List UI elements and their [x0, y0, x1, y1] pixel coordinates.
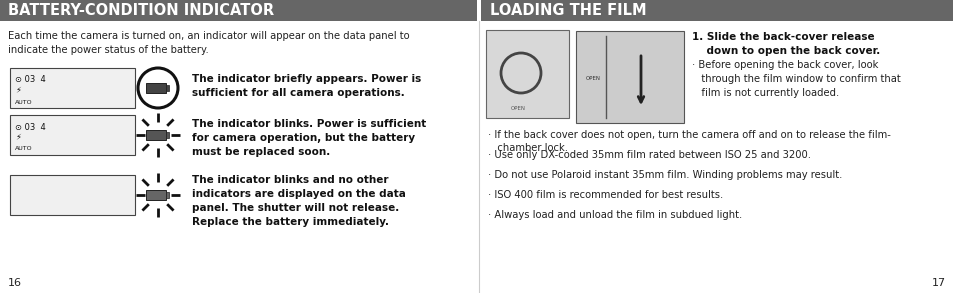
Text: 1. Slide the back-cover release
    down to open the back cover.: 1. Slide the back-cover release down to … [691, 32, 880, 56]
Bar [146, 83, 166, 93]
Bar [166, 132, 169, 138]
Bar [10, 115, 135, 155]
Bar [146, 190, 166, 200]
Text: ⚡: ⚡ [15, 132, 21, 142]
Text: OPEN: OPEN [511, 105, 525, 110]
Text: AUTO: AUTO [15, 100, 32, 105]
Text: ⊙ 03  4: ⊙ 03 4 [15, 122, 46, 132]
Text: · ISO 400 film is recommended for best results.: · ISO 400 film is recommended for best r… [488, 190, 722, 200]
Text: BATTERY-CONDITION INDICATOR: BATTERY-CONDITION INDICATOR [8, 3, 274, 18]
Text: The indicator briefly appears. Power is
sufficient for all camera operations.: The indicator briefly appears. Power is … [192, 74, 421, 98]
Text: AUTO: AUTO [15, 146, 32, 151]
Text: The indicator blinks. Power is sufficient
for camera operation, but the battery
: The indicator blinks. Power is sufficien… [192, 119, 426, 157]
Bar [480, 0, 953, 21]
Bar [576, 31, 683, 123]
Bar [166, 192, 169, 198]
Bar [146, 130, 166, 140]
Bar [166, 85, 169, 91]
Text: · Before opening the back cover, look
   through the film window to confirm that: · Before opening the back cover, look th… [691, 60, 900, 98]
Text: ⊙ 03  4: ⊙ 03 4 [15, 76, 46, 84]
Text: · Do not use Polaroid instant 35mm film. Winding problems may result.: · Do not use Polaroid instant 35mm film.… [488, 170, 841, 180]
Bar [0, 0, 476, 21]
Text: · Always load and unload the film in subdued light.: · Always load and unload the film in sub… [488, 210, 741, 220]
Text: 17: 17 [931, 278, 945, 288]
Text: · If the back cover does not open, turn the camera off and on to release the fil: · If the back cover does not open, turn … [488, 130, 890, 153]
Bar [10, 175, 135, 215]
Text: ⚡: ⚡ [15, 86, 21, 95]
Text: The indicator blinks and no other
indicators are displayed on the data
panel. Th: The indicator blinks and no other indica… [192, 175, 405, 227]
Bar [10, 68, 135, 108]
Text: OPEN: OPEN [585, 76, 600, 81]
Text: Each time the camera is turned on, an indicator will appear on the data panel to: Each time the camera is turned on, an in… [8, 31, 409, 55]
Text: · Use only DX-coded 35mm film rated between ISO 25 and 3200.: · Use only DX-coded 35mm film rated betw… [488, 150, 810, 160]
Bar [485, 30, 568, 118]
Text: 16: 16 [8, 278, 22, 288]
Text: LOADING THE FILM: LOADING THE FILM [490, 3, 646, 18]
